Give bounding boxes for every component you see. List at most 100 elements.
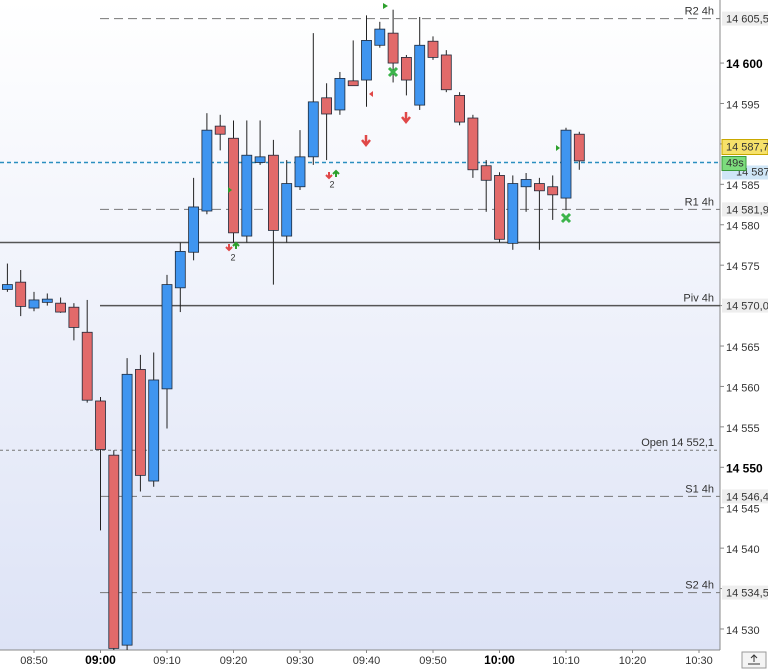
candle-body	[267, 154, 279, 231]
candle-body	[307, 101, 319, 158]
signal-arrow	[361, 135, 371, 148]
signal-count: 2	[230, 252, 235, 262]
signal-cross	[387, 66, 399, 78]
candle-body	[148, 379, 160, 482]
candle-body	[507, 183, 519, 244]
candle-body	[573, 133, 585, 162]
level-name: R2 4h	[685, 6, 714, 18]
candle-body	[547, 186, 559, 196]
candle-body	[134, 369, 146, 476]
y-tick-label: 14 565	[726, 342, 760, 354]
candle-body	[534, 183, 545, 192]
x-tick-label: 09:10	[153, 655, 181, 667]
level-label: 14 581,9	[726, 204, 768, 216]
candle-body	[400, 57, 412, 81]
candle-body	[55, 302, 66, 313]
y-tick-label: 14 540	[726, 544, 760, 556]
candle-body	[281, 183, 293, 237]
signal-arrow	[225, 244, 233, 252]
candle-body	[480, 165, 492, 181]
x-tick-label: 10:30	[685, 655, 713, 667]
x-tick-label: 09:20	[220, 655, 248, 667]
candle-body	[95, 400, 106, 450]
candle-body	[28, 299, 40, 309]
x-tick-label: 10:00	[484, 653, 515, 667]
candle-body	[560, 129, 572, 199]
countdown-label: 49s	[726, 157, 744, 169]
level-label-box	[722, 585, 768, 600]
candle-body	[161, 284, 173, 390]
signal-marker	[369, 91, 373, 97]
y-tick-label: 14 545	[726, 504, 760, 516]
signal-cross	[560, 212, 572, 224]
candle-body	[15, 281, 27, 307]
y-axis-area	[720, 0, 768, 669]
signal-marker	[556, 145, 560, 151]
candle-body	[228, 137, 239, 234]
y-tick-label: 14 600	[726, 57, 763, 71]
x-tick-label: 08:50	[20, 655, 48, 667]
signal-arrow	[232, 241, 240, 249]
candle-body	[121, 373, 133, 646]
candle-body	[41, 298, 53, 303]
x-tick-label: 10:10	[552, 655, 580, 667]
y-tick-label: 14 595	[726, 99, 760, 111]
signal-arrow	[332, 169, 340, 177]
signal-arrow	[401, 112, 411, 125]
candle-body	[427, 40, 439, 58]
candle-body	[361, 40, 372, 81]
level-name: Open 14 552,1	[641, 437, 714, 449]
y-tick-label: 14 580	[726, 221, 760, 233]
level-label-box	[722, 11, 768, 26]
candle-body	[467, 117, 479, 171]
y-tick-label: 14 530	[726, 625, 760, 637]
current-price-label: 14 587,7	[726, 141, 768, 153]
plot-area	[0, 0, 720, 650]
level-name: R1 4h	[685, 196, 714, 208]
y-tick-label: 14 585	[726, 180, 760, 192]
level-label-box	[722, 202, 768, 217]
level-name: Piv 4h	[683, 293, 714, 305]
signal-marker	[383, 3, 388, 9]
candle-body	[188, 206, 200, 253]
level-name: S2 4h	[685, 580, 714, 592]
candle-body	[334, 78, 346, 111]
candle-body	[387, 32, 399, 64]
level-name: S1 4h	[685, 483, 714, 495]
candle-body	[414, 44, 426, 106]
candle-body	[81, 331, 93, 401]
candle-body	[520, 179, 532, 188]
candle-body	[440, 54, 452, 91]
level-label-box	[722, 489, 768, 504]
y-tick-label: 14 555	[726, 423, 760, 435]
signal-marker	[228, 187, 232, 193]
x-tick-label: 09:30	[286, 655, 314, 667]
level-label-box	[722, 298, 768, 313]
candle-body	[374, 28, 386, 46]
candle-body	[68, 306, 80, 328]
y-tick-label: 14 550	[726, 461, 763, 475]
level-label: 14 546,4	[726, 491, 768, 503]
candle-body	[1, 284, 13, 290]
x-tick-label: 09:00	[85, 653, 116, 667]
level-label: 14 534,5	[726, 588, 768, 600]
y-tick-label: 14 560	[726, 382, 760, 394]
x-tick-label: 10:20	[619, 655, 647, 667]
y-tick-label: 14 575	[726, 261, 760, 273]
x-tick-label: 09:40	[353, 655, 381, 667]
current-price-box	[721, 139, 768, 155]
candle-body	[241, 154, 253, 237]
candle-body	[108, 454, 120, 649]
candle-body	[294, 156, 306, 188]
candle-body	[174, 251, 186, 289]
candle-body	[254, 156, 266, 163]
countdown-box	[721, 156, 747, 171]
candle-body	[201, 129, 213, 212]
x-axis-area	[0, 650, 720, 669]
signal-count: 2	[329, 179, 334, 189]
candle-body	[494, 175, 505, 240]
candle-body	[454, 94, 466, 123]
